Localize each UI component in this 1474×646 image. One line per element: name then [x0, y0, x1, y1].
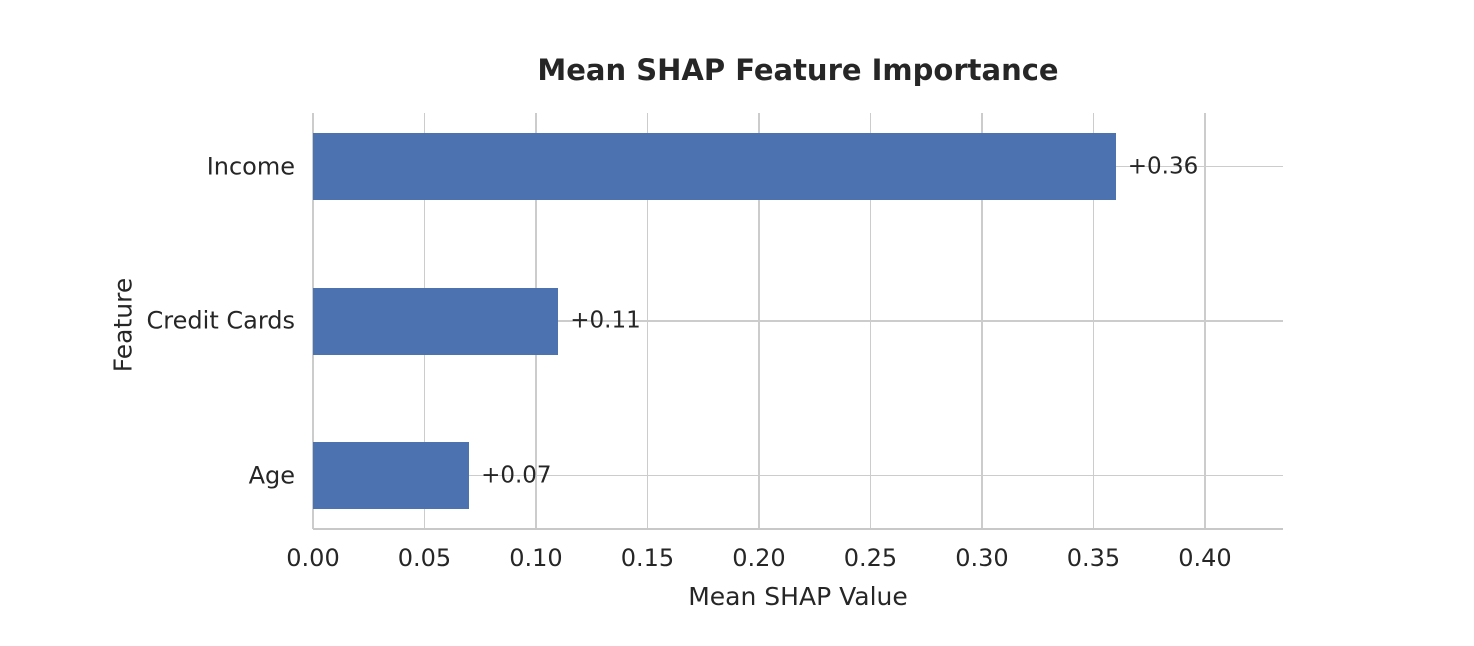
- x-tick-label: 0.40: [1178, 544, 1232, 572]
- category-label-income: Income: [206, 151, 295, 180]
- x-tick-label: 0.25: [843, 544, 898, 572]
- bar-age: [313, 442, 470, 509]
- x-tick-label: 0.00: [286, 544, 340, 572]
- chart-title: Mean SHAP Feature Importance: [537, 53, 1059, 87]
- bar-income: [313, 133, 1116, 200]
- bar-credit-cards: [313, 287, 559, 355]
- grid-line-horizontal: [313, 474, 1283, 477]
- x-axis-label: Mean SHAP Value: [688, 582, 908, 611]
- category-label-age: Age: [248, 460, 295, 489]
- bar-value-label: +0.36: [1127, 152, 1199, 179]
- x-tick-label: 0.05: [397, 544, 452, 572]
- x-tick-label: 0.30: [955, 544, 1009, 572]
- x-tick-label: 0.10: [509, 544, 563, 572]
- x-tick-label: 0.15: [620, 544, 675, 572]
- bar-value-label: +0.11: [570, 307, 641, 334]
- plot-area: +0.36 +0.11 +0.07: [312, 113, 1283, 530]
- y-axis-label: Feature: [108, 277, 138, 373]
- grid-line-horizontal: [313, 320, 1283, 322]
- x-axis-spine: [313, 527, 1283, 530]
- x-tick-label: 0.20: [732, 544, 786, 572]
- category-label-credit-cards: Credit Cards: [146, 306, 295, 335]
- bar-value-label: +0.07: [481, 461, 552, 488]
- x-tick-label: 0.35: [1066, 544, 1121, 572]
